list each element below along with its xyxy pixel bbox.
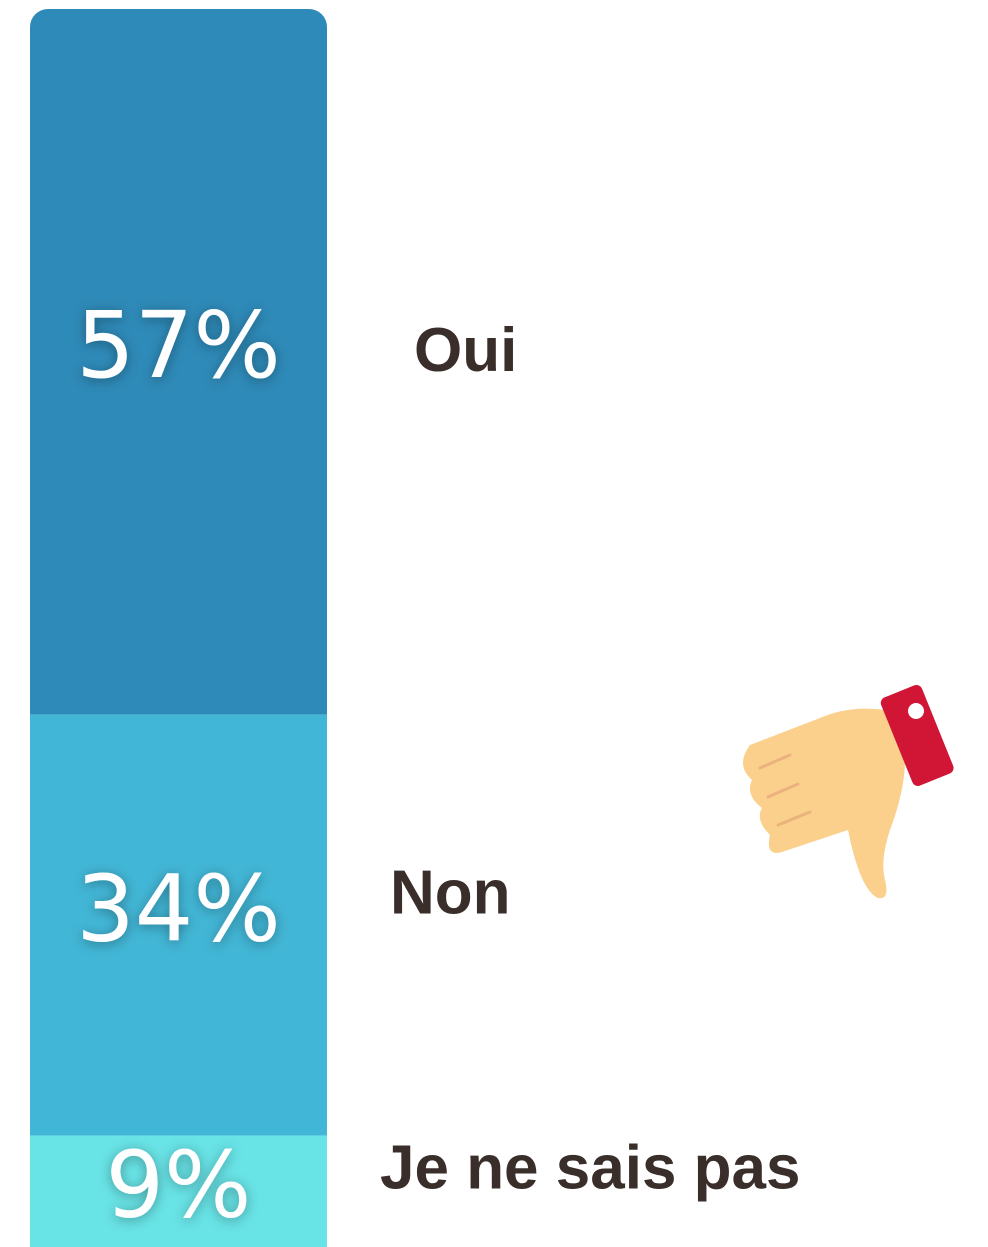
bar-segment: [30, 1135, 327, 1247]
category-label: Je ne sais pas: [380, 1134, 801, 1203]
bar-segment: [30, 9, 327, 715]
value-label: 34%: [76, 855, 280, 962]
category-label: Oui: [414, 316, 517, 385]
value-label: 9%: [106, 1132, 252, 1239]
category-label: Non: [390, 858, 511, 927]
bar-segment: [30, 714, 327, 1136]
thumbs-down-icon: [742, 684, 954, 899]
value-label: 57%: [76, 292, 280, 399]
stacked-bar: [30, 9, 327, 1247]
